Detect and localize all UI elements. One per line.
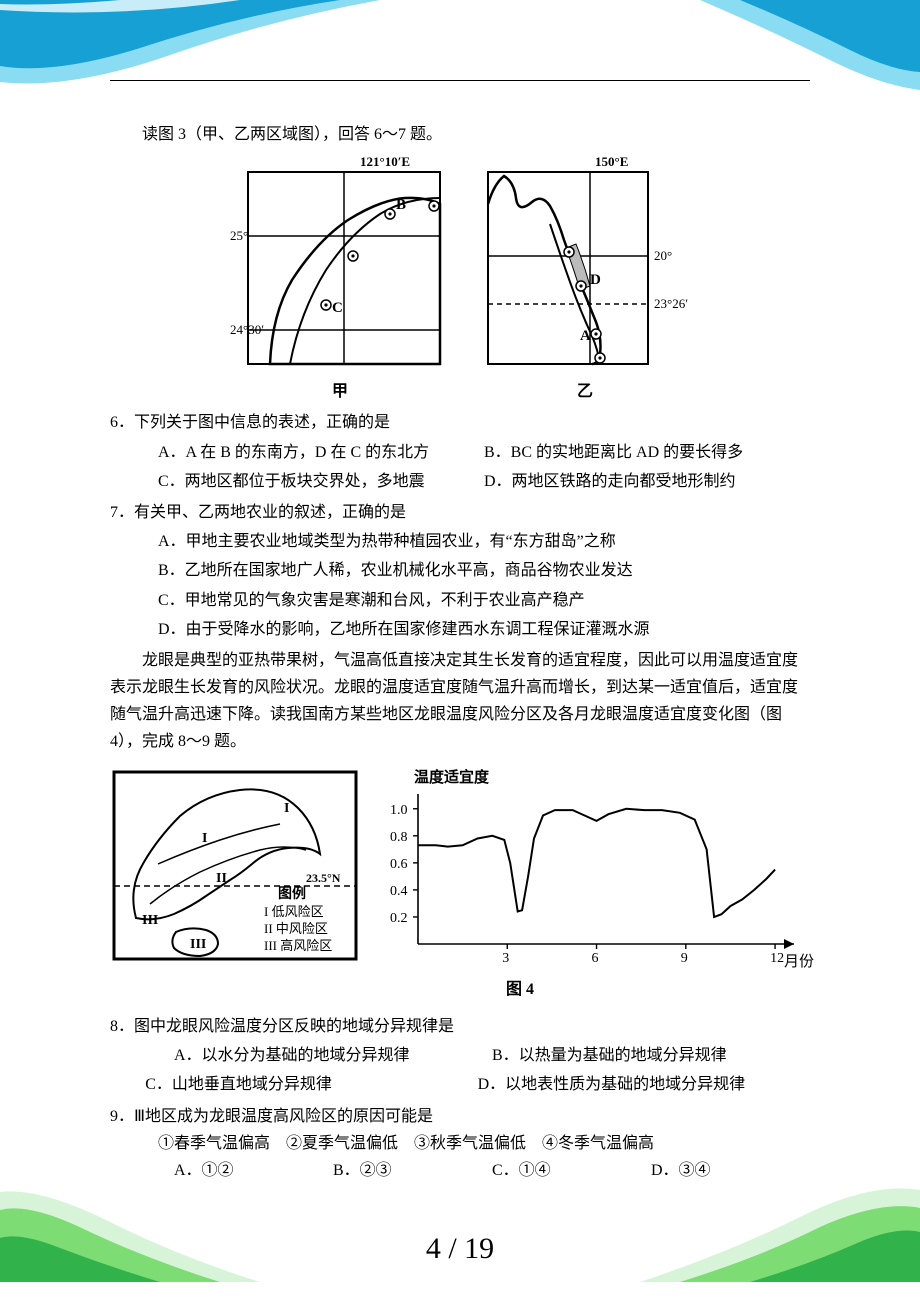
map1-caption: 甲 [332,378,348,405]
q9-opt-c: C．①④ [492,1157,651,1184]
curve-xlabel: 月份 [784,950,814,976]
q6-stem: 6．下列关于图中信息的表述，正确的是 [110,409,810,436]
page-number: 4 / 19 [0,1223,920,1274]
q9-opt-d: D．③④ [651,1157,810,1184]
q6-opt-a: A．A 在 B 的东南方，D 在 C 的东北方 [158,439,484,466]
map2-label-a: A [580,328,591,344]
q9-stem: 9．Ⅲ地区成为龙眼温度高风险区的原因可能是 [110,1103,810,1130]
map2-caption: 乙 [577,378,593,405]
map1-lat-bot: 24°30′ [230,322,264,337]
q7-opt-d: D．由于受降水的影响，乙地所在国家修建西水东调工程保证灌溉水源 [158,616,810,643]
q9-circled: ①春季气温偏高 ②夏季气温偏低 ③秋季气温偏低 ④冬季气温偏高 [158,1130,810,1157]
q7-opt-b: B．乙地所在国家地广人稀，农业机械化水平高，商品谷物农业发达 [158,557,810,584]
intro-fig3: 读图 3（甲、乙两区域图），回答 6～7 题。 [110,121,810,148]
q7-opts: A．甲地主要农业地域类型为热带种植园农业，有“东方甜岛”之称 B．乙地所在国家地… [158,528,810,643]
header-rule [110,80,810,81]
svg-text:II: II [216,871,227,886]
map2-label-d: D [590,272,601,288]
map1-lon: 121°10′E [360,154,410,169]
fig4-caption: 图 4 [230,976,810,1003]
svg-text:III: III [142,913,158,928]
fig4-legend-1: I 低风险区 [264,904,324,919]
q8-stem: 8．图中龙眼风险温度分区反映的地域分异规律是 [110,1013,810,1040]
map-yi: 150°E 20° 23°26′ D A [480,154,690,405]
svg-text:6: 6 [592,951,599,963]
q8-opt-c: C．山地垂直地域分异规律 [145,1071,477,1098]
fig4-legend-3: III 高风险区 [264,938,332,953]
q6-opt-c: C．两地区都位于板块交界处，多地震 [158,468,484,495]
q6-opt-b: B．BC 的实地距离比 AD 的要长得多 [484,439,810,466]
q8-opt-a: A．以水分为基础的地域分异规律 [174,1042,492,1069]
page-content: 读图 3（甲、乙两区域图），回答 6～7 题。 121°10′E 25° 24°… [110,80,810,1184]
curve-ylabel: 温度适宜度 [414,768,490,786]
q9-opts: A．①② B．②③ C．①④ D．③④ [174,1157,810,1184]
longan-para: 龙眼是典型的亚热带果树，气温高低直接决定其生长发育的适宜程度，因此可以用温度适宜… [110,647,810,756]
q9-opt-a: A．①② [174,1157,333,1184]
map2-lat-top: 20° [654,248,672,263]
map-jia-svg: 121°10′E 25° 24°30′ B C [230,154,450,376]
fig4-lat: 23.5°N [306,871,341,885]
svg-text:3: 3 [502,951,509,963]
q7-stem: 7．有关甲、乙两地农业的叙述，正确的是 [110,499,810,526]
svg-text:I: I [202,831,207,846]
q9-opt-b: B．②③ [333,1157,492,1184]
map-yi-svg: 150°E 20° 23°26′ D A [480,154,690,376]
svg-text:1.0: 1.0 [390,802,408,817]
q6-opts: A．A 在 B 的东南方，D 在 C 的东北方 B．BC 的实地距离比 AD 的… [158,437,810,495]
fig4-legend-2: II 中风险区 [264,921,328,936]
svg-text:12: 12 [770,951,784,963]
q7-opt-a: A．甲地主要农业地域类型为热带种植园农业，有“东方甜岛”之称 [158,528,810,555]
map1-lat-top: 25° [230,228,248,243]
fig4-row: 23.5°N I I II III III 图例 I 低风险区 II 中风险区 … [110,768,810,972]
map-jia: 121°10′E 25° 24°30′ B C 甲 [230,154,450,405]
fig4-left-map: 23.5°N I I II III III 图例 I 低风险区 II 中风险区 … [110,768,360,963]
map1-label-c: C [332,300,343,316]
map1-label-b: B [396,197,406,213]
q8-opt-b: B．以热量为基础的地域分异规律 [492,1042,810,1069]
map2-lon: 150°E [595,154,628,169]
svg-text:0.6: 0.6 [390,856,408,871]
q8-opt-d: D．以地表性质为基础的地域分异规律 [478,1071,810,1098]
svg-text:0.4: 0.4 [390,884,408,899]
map2-lat-bot: 23°26′ [654,296,688,311]
svg-text:0.8: 0.8 [390,829,408,844]
fig4-right-wrap: 温度适宜度 1.00.80.60.40.2 36912 月份 [374,768,804,972]
svg-text:9: 9 [681,951,688,963]
q6-opt-d: D．两地区铁路的走向都受地形制约 [484,468,810,495]
q7-opt-c: C．甲地常见的气象灾害是寒潮和台风，不利于农业高产稳产 [158,587,810,614]
q8-opts: A．以水分为基础的地域分异规律 B．以热量为基础的地域分异规律 [174,1040,810,1069]
fig4-legend-title: 图例 [278,885,306,902]
svg-text:0.2: 0.2 [390,911,408,926]
svg-text:III: III [190,937,206,952]
svg-text:I: I [284,801,289,816]
fig4-right-chart: 温度适宜度 1.0 0.8 0.6 0.4 0.2 3 6 9 12 [374,768,804,963]
maps-row: 121°10′E 25° 24°30′ B C 甲 [110,154,810,405]
q8-opts-cd: C．山地垂直地域分异规律 D．以地表性质为基础的地域分异规律 [145,1069,810,1098]
